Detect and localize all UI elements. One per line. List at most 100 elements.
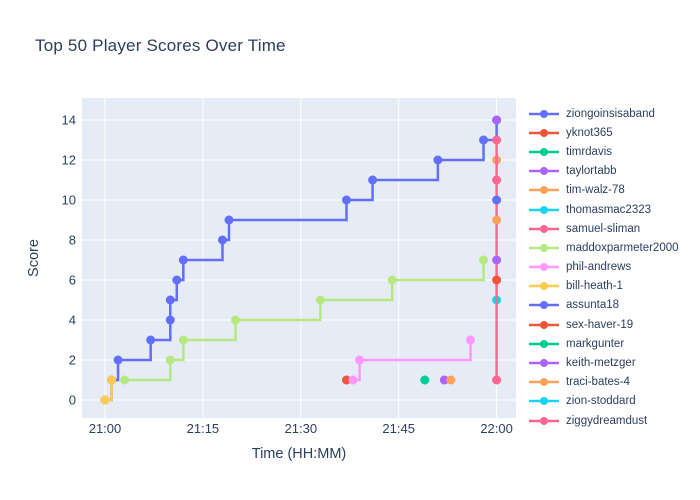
- legend-label: bill-heath-1: [566, 280, 623, 293]
- marker-ziongoinsisaband: [146, 335, 156, 345]
- chart-title: Top 50 Player Scores Over Time: [35, 36, 286, 55]
- legend-swatch-icon: [529, 205, 559, 214]
- marker-phil-andrews: [355, 355, 365, 365]
- series-keith-metzger: [439, 375, 449, 385]
- legend-item-ziongoinsisaband[interactable]: ziongoinsisaband: [528, 104, 698, 123]
- marker-maddoxparmeter2000: [315, 295, 325, 305]
- x-axis-title: Time (HH:MM): [251, 446, 347, 462]
- legend-item-bill-heath-1[interactable]: bill-heath-1: [528, 277, 698, 296]
- legend-swatch-icon: [529, 147, 559, 156]
- marker-ziongoinsisaband: [479, 135, 489, 145]
- series-ziongoinsisaband: [100, 115, 502, 405]
- marker-ziongoinsisaband: [433, 155, 443, 165]
- marker-bill-heath-1: [107, 375, 117, 385]
- legend-swatch-icon: [529, 339, 559, 348]
- legend-item-tim-walz-78[interactable]: tim-walz-78: [528, 181, 698, 200]
- legend-label: tim-walz-78: [566, 184, 625, 197]
- legend: ziongoinsisaband yknot365 timrdavis taylort…: [528, 104, 698, 427]
- marker-yknot365: [341, 375, 351, 385]
- legend-item-ziggydreamdust[interactable]: ziggydreamdust: [528, 411, 698, 427]
- legend-item-markgunter[interactable]: markgunter: [528, 334, 698, 353]
- series-maddoxparmeter2000: [120, 255, 489, 385]
- legend-item-traci-bates-4[interactable]: traci-bates-4: [528, 373, 698, 392]
- marker-keith-metzger: [439, 375, 449, 385]
- series-assunta18: [492, 195, 502, 205]
- legend-label: keith-metzger: [566, 357, 636, 370]
- series-taylortabb: [492, 115, 502, 125]
- y-tick-label: 2: [69, 353, 76, 368]
- x-tick-label: 21:00: [89, 421, 122, 436]
- marker-maddoxparmeter2000: [165, 355, 175, 365]
- legend-swatch-icon: [529, 186, 559, 195]
- legend-swatch-icon: [529, 378, 559, 387]
- marker-ziggydreamdust: [492, 175, 502, 185]
- marker-ziongoinsisaband: [178, 255, 188, 265]
- marker-ziongoinsisaband: [217, 235, 227, 245]
- legend-label: thomasmac2323: [566, 203, 652, 216]
- marker-maddoxparmeter2000: [178, 335, 188, 345]
- marker-ziongoinsisaband: [224, 215, 234, 225]
- legend-label: zion-stoddard: [566, 395, 636, 408]
- marker-ziongoinsisaband: [165, 295, 175, 305]
- series-bill-heath-1: [100, 375, 117, 405]
- legend-item-yknot365[interactable]: yknot365: [528, 123, 698, 142]
- y-tick-label: 12: [62, 153, 76, 168]
- legend-item-timrdavis[interactable]: timrdavis: [528, 142, 698, 161]
- legend-item-samuel-sliman[interactable]: samuel-sliman: [528, 219, 698, 238]
- marker-ziongoinsisaband: [172, 275, 182, 285]
- legend-label: sex-haver-19: [566, 318, 634, 331]
- legend-swatch-icon: [529, 243, 559, 252]
- marker-samuel-sliman: [492, 135, 502, 145]
- x-tick-label: 22:00: [480, 421, 513, 436]
- marker-ziongoinsisaband: [165, 315, 175, 325]
- legend-swatch-icon: [529, 167, 559, 176]
- y-tick-label: 6: [69, 273, 76, 288]
- legend-label: markgunter: [566, 337, 625, 350]
- y-axis-title: Score: [26, 239, 42, 277]
- marker-phil-andrews: [465, 335, 475, 345]
- series-yknot365: [341, 375, 351, 385]
- legend-swatch-icon: [529, 359, 559, 368]
- legend-item-taylortabb[interactable]: taylortabb: [528, 162, 698, 181]
- legend-item-zion-stoddard[interactable]: zion-stoddard: [528, 392, 698, 411]
- y-tick-label: 14: [62, 113, 76, 128]
- legend-swatch-icon: [529, 282, 559, 291]
- legend-label: assunta18: [566, 299, 620, 312]
- marker-taylortabb: [492, 115, 502, 125]
- x-tick-label: 21:45: [382, 421, 415, 436]
- legend-item-phil-andrews[interactable]: phil-andrews: [528, 258, 698, 277]
- legend-item-keith-metzger[interactable]: keith-metzger: [528, 353, 698, 372]
- legend-label: phil-andrews: [566, 261, 632, 274]
- legend-item-maddoxparmeter2000[interactable]: maddoxparmeter2000: [528, 238, 698, 257]
- legend-swatch-icon: [529, 301, 559, 310]
- x-tick-label: 21:15: [187, 421, 220, 436]
- legend-swatch-icon: [529, 224, 559, 233]
- marker-assunta18: [492, 195, 502, 205]
- legend-swatch-icon: [529, 416, 559, 425]
- marker-bill-heath-1: [100, 395, 110, 405]
- legend-label: ziongoinsisaband: [566, 107, 655, 120]
- legend-label: yknot365: [566, 126, 613, 139]
- plot-area[interactable]: [82, 98, 516, 418]
- marker-additional: [492, 255, 502, 265]
- marker-ziongoinsisaband: [368, 175, 378, 185]
- y-tick-label: 8: [69, 233, 76, 248]
- legend-item-assunta18[interactable]: assunta18: [528, 296, 698, 315]
- legend-swatch-icon: [529, 320, 559, 329]
- marker-sex-haver-19: [492, 275, 502, 285]
- legend-item-thomasmac2323[interactable]: thomasmac2323: [528, 200, 698, 219]
- marker-phil-andrews: [348, 375, 358, 385]
- y-tick-label: 0: [69, 393, 76, 408]
- marker-maddoxparmeter2000: [387, 275, 397, 285]
- series-traci-bates-4: [446, 375, 456, 385]
- legend-swatch-icon: [529, 263, 559, 272]
- marker-timrdavis: [420, 375, 430, 385]
- series-timrdavis: [420, 375, 430, 385]
- marker-maddoxparmeter2000: [120, 375, 130, 385]
- x-tick-label: 21:30: [285, 421, 318, 436]
- series-ziggydreamdust: [492, 175, 502, 185]
- y-tick-label: 10: [62, 193, 76, 208]
- legend-item-sex-haver-19[interactable]: sex-haver-19: [528, 315, 698, 334]
